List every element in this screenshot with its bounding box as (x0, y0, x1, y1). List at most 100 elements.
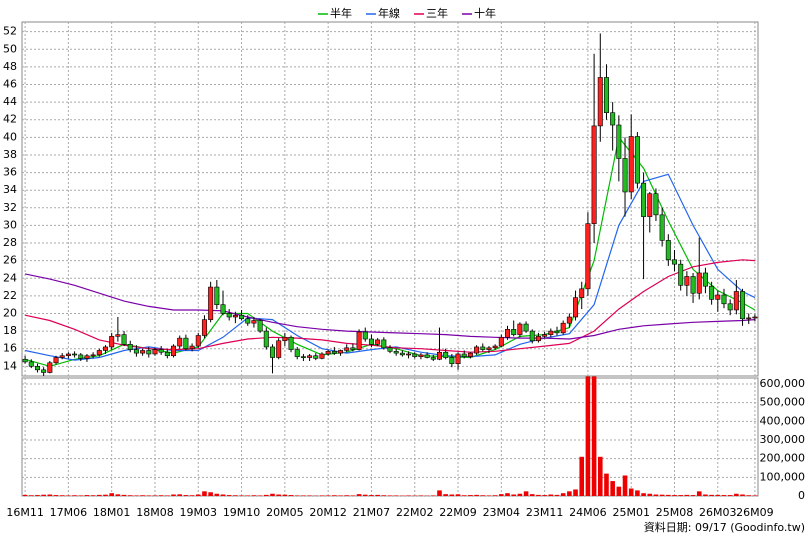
candle-body (666, 240, 670, 259)
candle-body (258, 321, 262, 332)
volume-bar (499, 494, 504, 496)
candle-body (276, 341, 280, 358)
volume-bar (54, 495, 59, 496)
volume-bar (165, 495, 170, 496)
candle-body (753, 317, 757, 318)
candle-body (351, 348, 355, 350)
candle-body (202, 320, 206, 336)
y-tick-label: 40 (3, 130, 17, 143)
volume-bar (239, 495, 244, 496)
candle-body (425, 355, 429, 358)
candle-body (456, 354, 460, 364)
volume-bar (678, 495, 683, 496)
y-tick-label: 34 (3, 183, 17, 196)
y-tick-label: 24 (3, 271, 17, 284)
volume-bar (660, 495, 665, 496)
volume-bar (697, 491, 702, 496)
y-tick-label: 14 (3, 359, 17, 372)
candle-body (567, 317, 571, 323)
volume-bar (468, 495, 473, 496)
candle-body (375, 340, 379, 344)
candle-body (598, 77, 602, 125)
volume-bar (493, 495, 498, 496)
volume-bar (270, 494, 275, 496)
x-tick-label: 24M06 (569, 506, 607, 519)
legend-label: 三年 (426, 6, 448, 20)
x-tick-label: 25M01 (612, 506, 650, 519)
volume-bar (728, 495, 733, 496)
volume-bar (159, 495, 164, 496)
candle-body (221, 305, 225, 314)
candle-body (660, 215, 664, 241)
volume-bar (97, 495, 102, 496)
candle-body (648, 194, 652, 217)
candle-body (357, 332, 361, 350)
volume-bar (23, 495, 28, 496)
candle-body (549, 331, 553, 335)
candle-body (604, 77, 608, 112)
volume-bar (474, 495, 479, 496)
volume-bar (245, 495, 250, 496)
volume-tick-label: 300,000 (760, 433, 806, 446)
volume-tick-label: 500,000 (760, 396, 806, 409)
candle-body (487, 348, 491, 350)
x-tick-label: 17M06 (50, 506, 88, 519)
volume-bar (363, 495, 368, 496)
y-tick-label: 52 (3, 25, 17, 38)
x-tick-label: 18M08 (136, 506, 174, 519)
x-tick-label: 16M11 (6, 506, 44, 519)
volume-bar (146, 495, 151, 496)
y-tick-label: 18 (3, 324, 17, 337)
candle-body (165, 352, 169, 356)
volume-bar (561, 493, 566, 496)
volume-bar (437, 490, 442, 496)
y-tick-label: 20 (3, 306, 17, 319)
y-tick-label: 28 (3, 236, 17, 249)
candle-body (72, 354, 76, 355)
candle-body (468, 353, 472, 357)
volume-bar (654, 495, 659, 496)
volume-bar (215, 494, 220, 496)
candle-body (505, 329, 509, 337)
x-tick-label: 21M07 (353, 506, 391, 519)
y-tick-label: 22 (3, 289, 17, 302)
volume-bar (419, 495, 424, 496)
x-tick-label: 19M10 (223, 506, 261, 519)
volume-bar (456, 494, 461, 496)
candle-body (369, 339, 373, 344)
volume-bar (375, 495, 380, 496)
volume-bar (66, 495, 71, 496)
candle-body (184, 338, 188, 349)
y-tick-label: 36 (3, 166, 17, 179)
volume-bar (530, 494, 535, 496)
candle-body (511, 329, 515, 334)
volume-bar (666, 495, 671, 496)
volume-bar (85, 495, 90, 496)
y-tick-label: 38 (3, 148, 17, 161)
volume-bar (35, 495, 40, 496)
volume-bar (202, 491, 207, 496)
volume-bar (746, 495, 751, 496)
candle-body (246, 319, 250, 323)
candle-body (134, 350, 138, 354)
volume-bar (610, 481, 615, 496)
candle-body (413, 354, 417, 357)
volume-bar (91, 495, 96, 496)
candle-body (252, 321, 256, 324)
volume-bar (128, 495, 133, 496)
candle-body (474, 347, 478, 353)
volume-bar (153, 495, 158, 496)
volume-bar (567, 491, 572, 496)
volume-bar (511, 495, 516, 496)
volume-bar (140, 495, 145, 496)
volume-bar (524, 491, 529, 496)
candle-body (493, 346, 497, 348)
candle-body (697, 273, 701, 293)
candle-body (685, 276, 689, 285)
volume-bar (344, 495, 349, 496)
candle-body (41, 370, 45, 373)
y-tick-label: 32 (3, 201, 17, 214)
candle-body (728, 304, 732, 310)
candle-body (79, 355, 83, 359)
volume-bar (332, 495, 337, 496)
